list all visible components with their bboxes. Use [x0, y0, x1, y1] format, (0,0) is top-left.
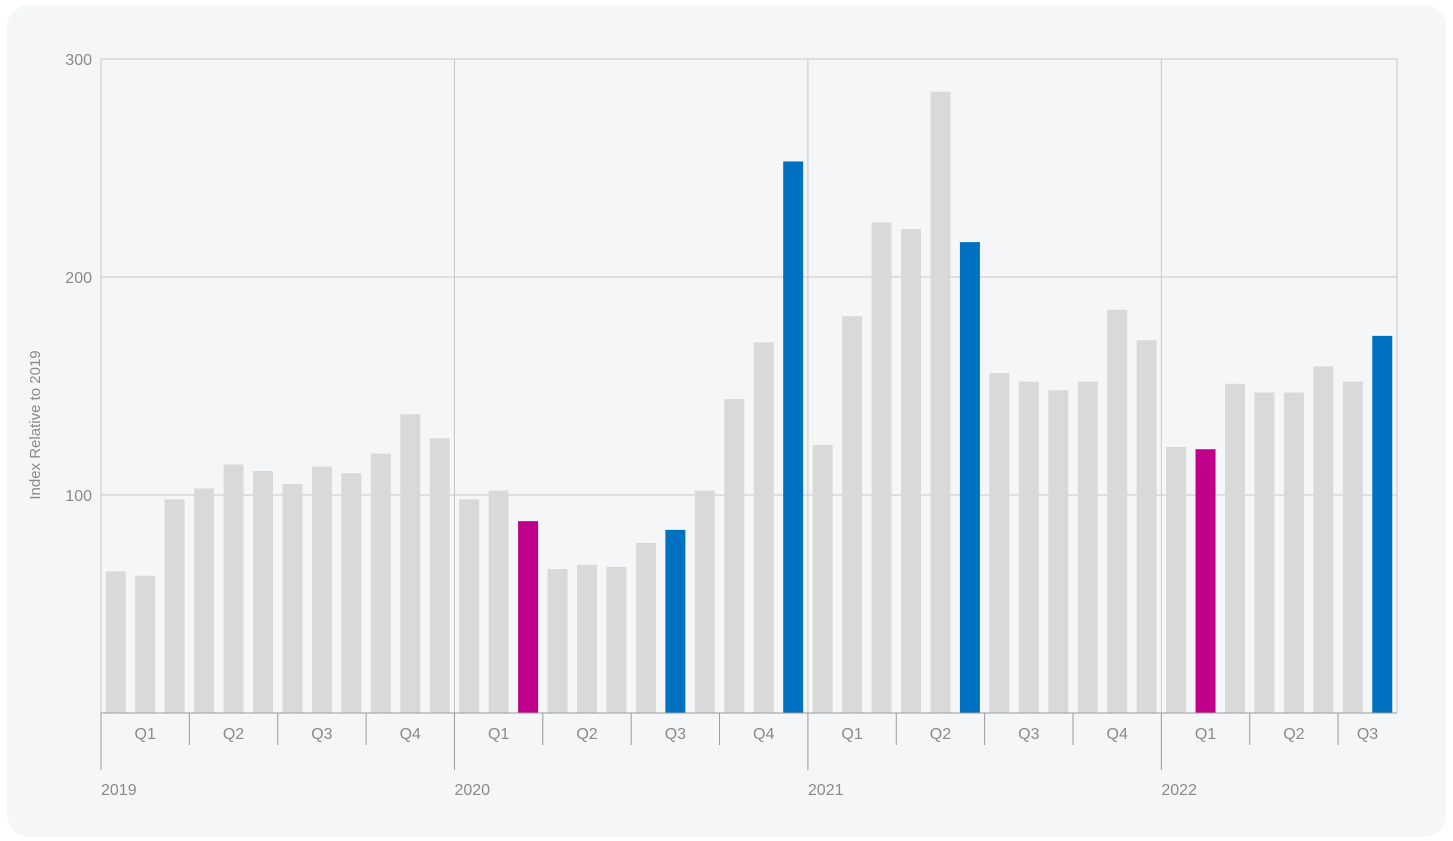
quarter-label: Q1 [135, 726, 156, 743]
quarter-label: Q3 [1357, 726, 1378, 743]
year-label: 2021 [808, 782, 844, 799]
bar [959, 242, 980, 713]
quarter-label: Q1 [841, 726, 862, 743]
bar [871, 222, 892, 713]
bar [194, 488, 215, 713]
year-label: 2022 [1161, 782, 1197, 799]
bar [577, 564, 597, 713]
bar [842, 316, 863, 713]
bar [635, 542, 656, 713]
year-label: 2019 [101, 782, 137, 799]
bar [311, 466, 332, 713]
bar [1018, 381, 1039, 713]
bars [105, 91, 1393, 714]
quarter-label: Q3 [1018, 726, 1039, 743]
quarter-label: Q2 [930, 726, 951, 743]
bar [135, 575, 156, 713]
bar [930, 91, 951, 713]
bar [223, 464, 244, 713]
bar [1107, 309, 1128, 713]
bar [901, 229, 921, 714]
bar [1372, 335, 1393, 713]
bar [1077, 381, 1098, 713]
x-axis: Q1 Q2 Q3 Q4 Q1 Q2 Q3 Q4 Q1 Q2 Q3 Q4 Q1 Q2 Q3 2019 2020 20… [100, 712, 1397, 799]
bar [253, 471, 273, 713]
bar [694, 490, 715, 713]
quarter-label: Q3 [311, 726, 332, 743]
quarter-label: Q2 [576, 726, 597, 743]
quarter-label: Q4 [1107, 726, 1128, 743]
bar [459, 499, 480, 713]
bar [1254, 392, 1275, 713]
bar [724, 399, 745, 713]
quarter-label: Q2 [1283, 726, 1304, 743]
bar [753, 342, 774, 713]
y-tick-label: 200 [65, 270, 92, 287]
quarter-label: Q4 [753, 726, 774, 743]
bar [1225, 383, 1245, 713]
bar [429, 438, 450, 713]
bar [1283, 392, 1304, 713]
quarter-label: Q1 [488, 726, 509, 743]
quarter-label: Q4 [400, 726, 421, 743]
bar [1313, 366, 1334, 713]
bar [282, 484, 303, 713]
year-label: 2020 [454, 782, 490, 799]
bar [606, 566, 627, 713]
y-axis-title: Index Relative to 2019 [27, 350, 44, 499]
quarter-label: Q1 [1195, 726, 1216, 743]
bar [341, 473, 362, 713]
bar [488, 490, 509, 713]
quarter-label: Q3 [665, 726, 686, 743]
bar [812, 444, 833, 713]
bar [1166, 447, 1187, 713]
y-tick-label: 100 [65, 488, 92, 505]
bar [665, 529, 686, 713]
bar [1136, 340, 1157, 713]
bar [400, 414, 421, 713]
bar [518, 521, 539, 713]
y-tick-label: 300 [65, 52, 92, 69]
bar [164, 499, 185, 713]
bar [105, 571, 126, 713]
bar [989, 372, 1010, 713]
y-axis: 100 200 300 [65, 52, 92, 505]
bar [783, 161, 804, 713]
bar [370, 453, 391, 713]
bar [1048, 390, 1069, 713]
bar [1195, 449, 1216, 713]
quarter-label: Q2 [223, 726, 244, 743]
bar [547, 569, 568, 713]
bar [1342, 381, 1363, 713]
